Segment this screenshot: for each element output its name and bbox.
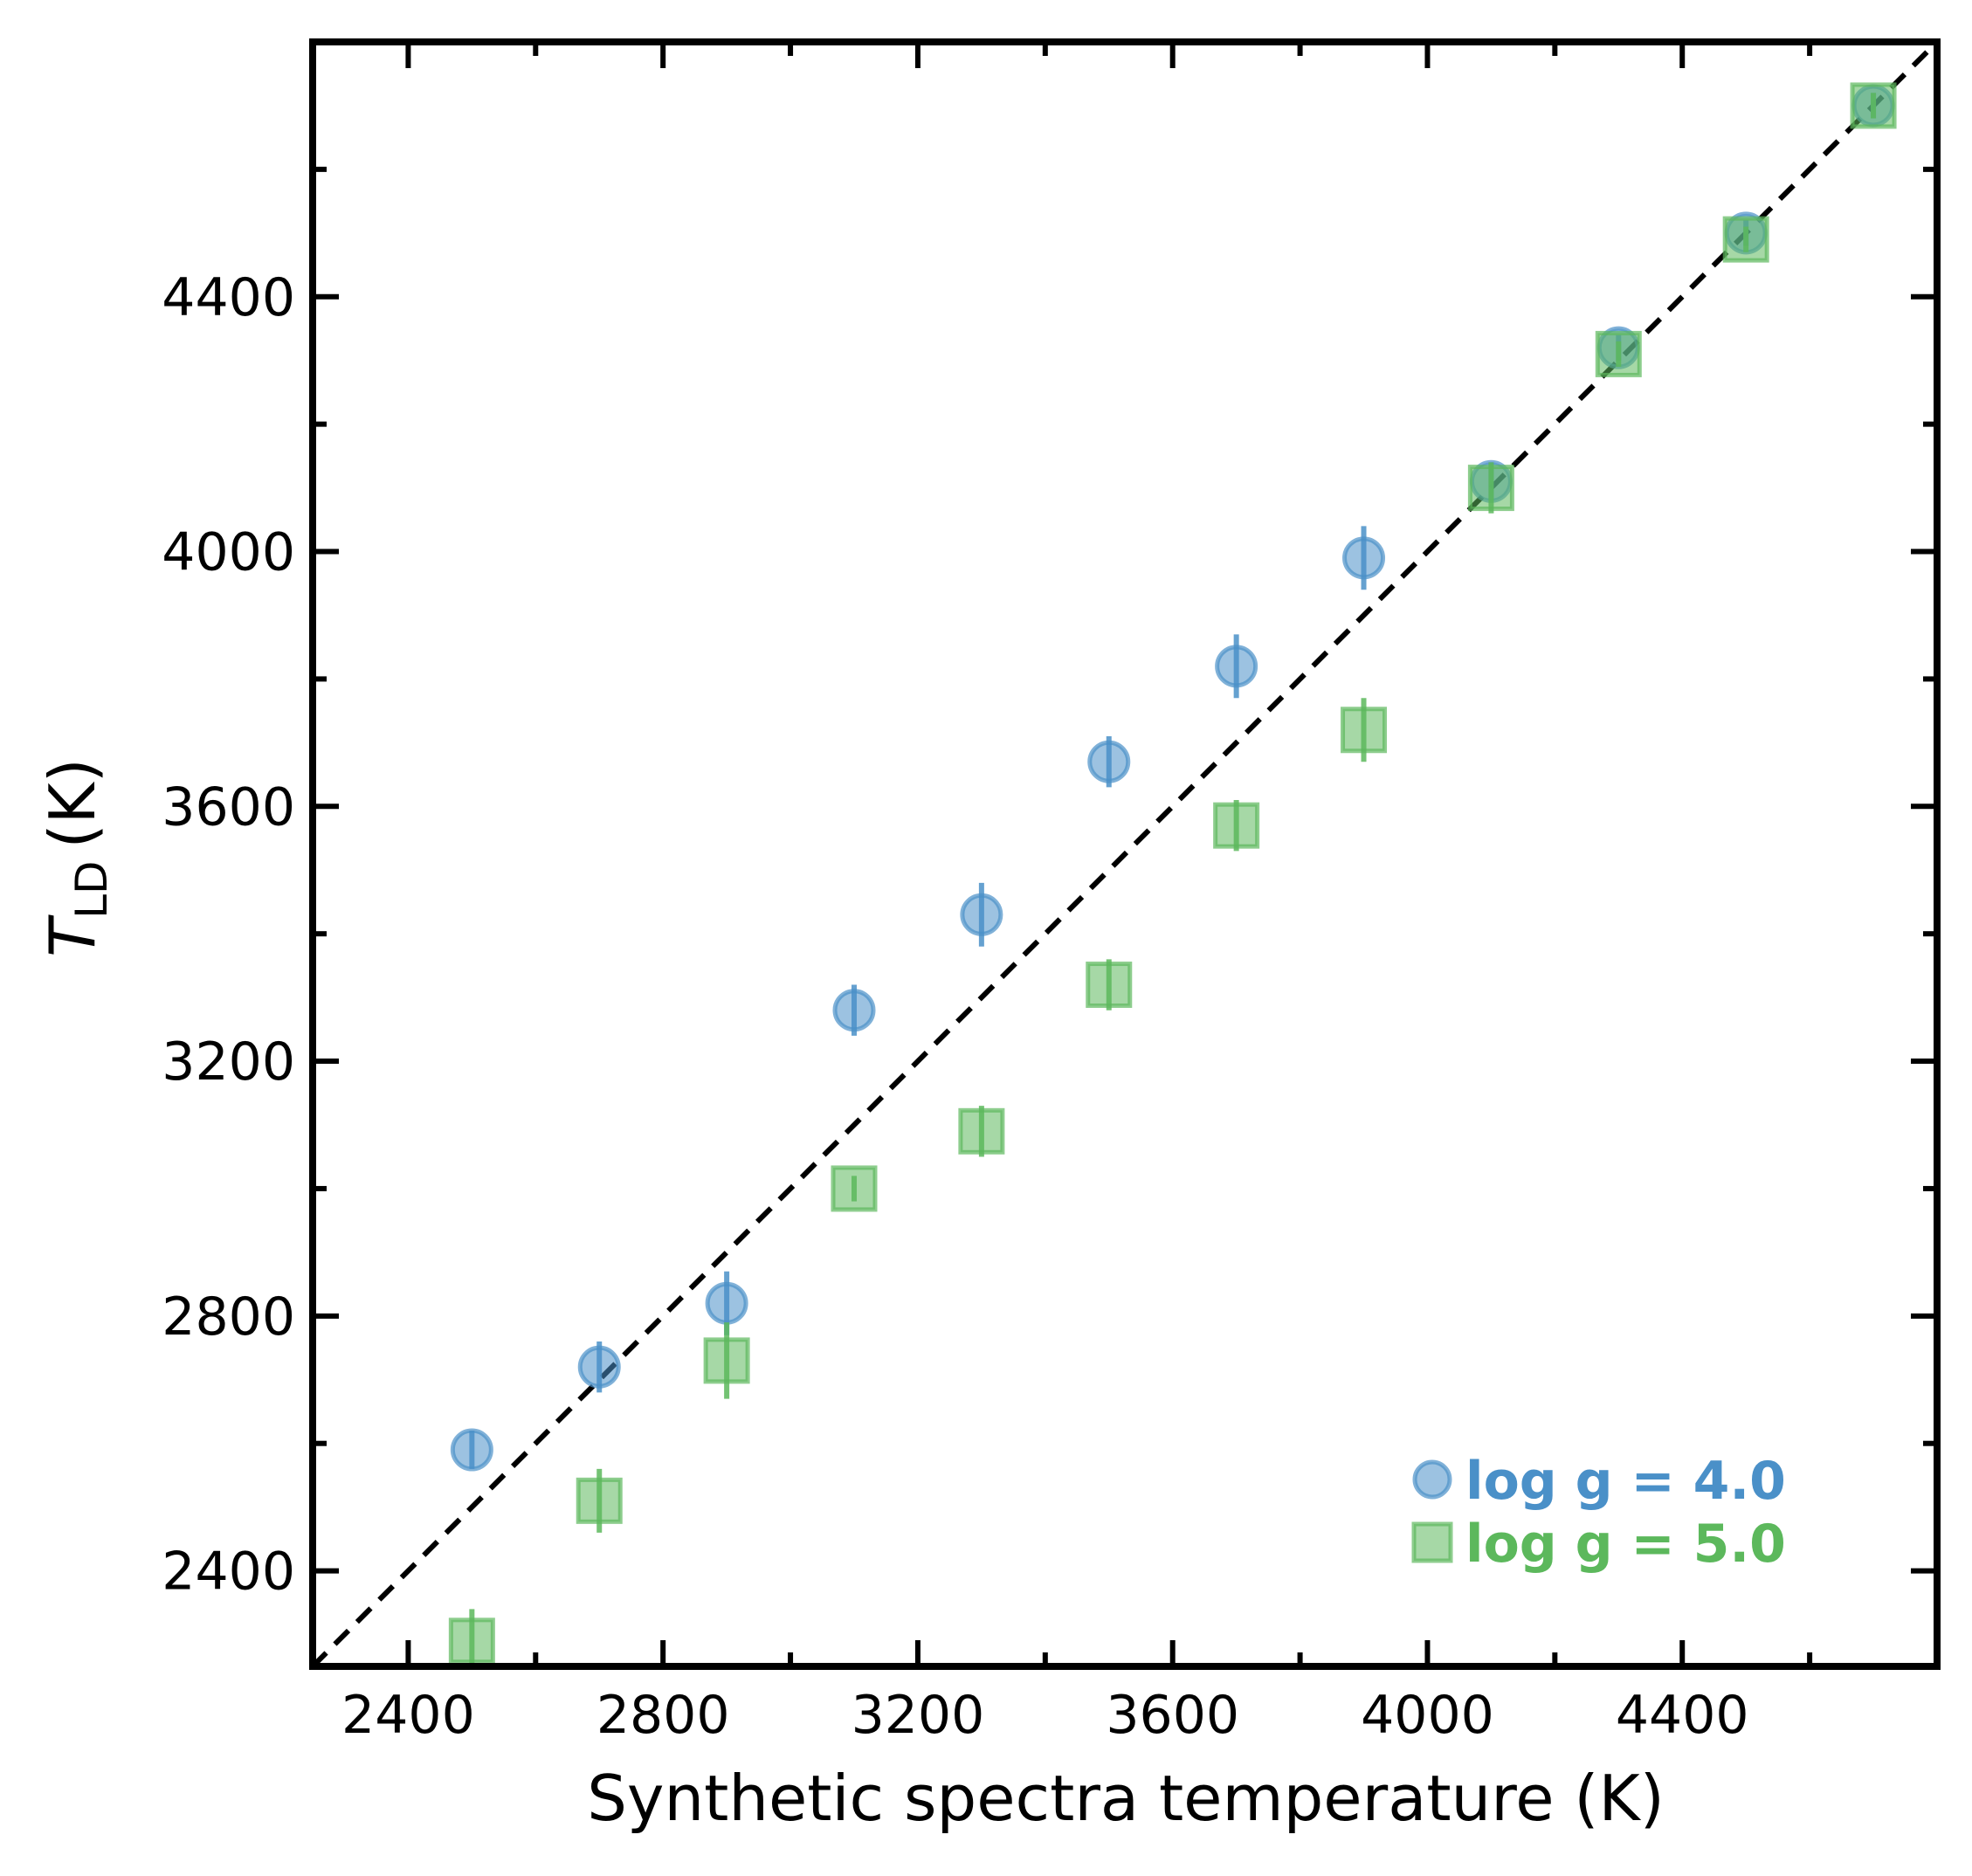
x-tick-label: 2800 <box>596 1685 730 1746</box>
data-point <box>1086 962 1133 1009</box>
x-tick-label: 4000 <box>1361 1685 1494 1746</box>
data-point <box>1595 330 1642 377</box>
data-point <box>1722 216 1769 263</box>
data-point <box>832 989 876 1032</box>
reference-line-layer <box>313 42 1937 1666</box>
data-point <box>958 1107 1005 1155</box>
data-point <box>703 1337 750 1384</box>
data-point <box>577 1345 621 1389</box>
data-point <box>1341 707 1388 754</box>
y-tick-label: 3200 <box>162 1031 295 1093</box>
data-point <box>831 1165 878 1212</box>
data-point <box>705 1281 748 1325</box>
series-layer <box>448 82 1897 1666</box>
x-axis-title: Synthetic spectra temperature (K) <box>587 1762 1665 1835</box>
legend-marker-circle <box>1412 1459 1452 1500</box>
data-point <box>448 1617 495 1665</box>
data-point <box>1467 465 1514 512</box>
legend-label: log g = 5.0 <box>1465 1514 1786 1575</box>
data-point <box>1087 740 1131 783</box>
data-point <box>1850 82 1897 129</box>
data-point <box>450 1428 493 1472</box>
legend-label: log g = 4.0 <box>1465 1451 1786 1512</box>
ticks-layer <box>313 42 1937 1666</box>
legend-marker-square <box>1411 1521 1453 1563</box>
y-tick-label: 4400 <box>162 267 295 328</box>
data-point <box>960 893 1003 936</box>
data-point <box>1213 802 1260 849</box>
y-tick-label: 2800 <box>162 1286 295 1348</box>
plot-frame <box>309 38 1941 1670</box>
series-log-g-4 <box>450 84 1895 1472</box>
reference-line <box>313 42 1937 1666</box>
tick-labels-layer: 2400 2800 3200 3600 4000 4400 2400 2800 3200 3600… <box>162 267 1748 1746</box>
x-tick-label: 3200 <box>852 1685 985 1746</box>
x-tick-label: 4400 <box>1616 1685 1749 1746</box>
data-point <box>1215 645 1258 688</box>
y-axis-title: TLD (K) <box>36 758 117 957</box>
data-point <box>576 1477 623 1524</box>
y-axis-symbol: T <box>36 914 109 957</box>
y-tick-label: 3600 <box>162 776 295 838</box>
series-log-g-5 <box>448 82 1897 1666</box>
x-tick-label: 2400 <box>341 1685 475 1746</box>
y-tick-label: 2400 <box>162 1541 295 1603</box>
plot-frame-layer <box>309 38 1941 1670</box>
data-point <box>1342 536 1386 580</box>
y-axis-subscript: LD <box>66 861 117 919</box>
y-tick-label: 4000 <box>162 522 295 583</box>
x-tick-label: 3600 <box>1106 1685 1239 1746</box>
y-axis-unit: (K) <box>36 758 109 848</box>
